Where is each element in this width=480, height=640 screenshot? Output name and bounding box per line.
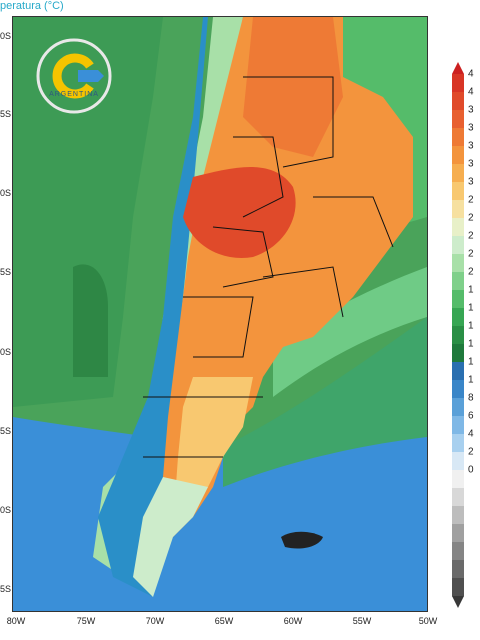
colorbar-tick-label: 2 bbox=[468, 194, 474, 206]
lat-label: 0S bbox=[0, 188, 12, 198]
colorbar-swatch bbox=[452, 128, 464, 147]
lon-label: 70W bbox=[145, 616, 165, 626]
colorbar-swatch bbox=[452, 470, 464, 489]
lon-label: 55W bbox=[352, 616, 372, 626]
ocean-light-green bbox=[273, 267, 427, 397]
colorbar-bottom-arrow bbox=[452, 596, 464, 608]
colorbar-swatch bbox=[452, 272, 464, 291]
colorbar-swatch bbox=[452, 110, 464, 129]
colorbar-swatch bbox=[452, 200, 464, 219]
colorbar-swatch bbox=[452, 362, 464, 381]
colorbar-swatch bbox=[452, 164, 464, 183]
colorbar-top-arrow bbox=[452, 62, 464, 74]
colorbar-tick-label: 1 bbox=[468, 302, 474, 314]
colorbar-tick-label: 4 bbox=[468, 86, 474, 98]
colorbar-swatch bbox=[452, 182, 464, 201]
colorbar-swatch bbox=[452, 74, 464, 93]
province-borders bbox=[143, 76, 394, 458]
colorbar-swatch bbox=[452, 506, 464, 525]
lat-label: 5S bbox=[0, 267, 12, 277]
lon-label: 65W bbox=[214, 616, 234, 626]
colorbar-swatch bbox=[452, 326, 464, 345]
colorbar-swatch bbox=[452, 398, 464, 417]
temperature-map bbox=[12, 16, 428, 612]
patagonia-south bbox=[133, 477, 208, 597]
colorbar-tick-label: 8 bbox=[468, 392, 474, 404]
falkland-islands bbox=[281, 531, 323, 549]
andes-cold bbox=[98, 17, 208, 597]
pacific-green bbox=[13, 17, 163, 407]
colorbar-swatch bbox=[452, 560, 464, 579]
colorbar-swatch bbox=[452, 542, 464, 561]
colorbar-tick-label: 2 bbox=[468, 446, 474, 458]
colorbar-swatch bbox=[452, 146, 464, 165]
colorbar-swatch bbox=[452, 578, 464, 597]
argentina-hot bbox=[183, 167, 296, 258]
lon-label: 80W bbox=[6, 616, 26, 626]
colorbar-swatch bbox=[452, 308, 464, 327]
colorbar-swatch bbox=[452, 254, 464, 273]
colorbar-tick-label: 2 bbox=[468, 230, 474, 242]
colorbar-tick-label: 4 bbox=[468, 428, 474, 440]
colorbar-swatch bbox=[452, 218, 464, 237]
colorbar-tick-label: 1 bbox=[468, 320, 474, 332]
colorbar-swatch bbox=[452, 92, 464, 111]
pacific-dark bbox=[73, 264, 108, 377]
lat-label: 5S bbox=[0, 426, 12, 436]
colorbar-tick-label: 3 bbox=[468, 140, 474, 152]
map-title: peratura (°C) bbox=[0, 0, 64, 12]
colorbar-swatch bbox=[452, 452, 464, 471]
colorbar-tick-label: 1 bbox=[468, 374, 474, 386]
colorbar-tick-label: 6 bbox=[468, 410, 474, 422]
colorbar-swatch bbox=[452, 434, 464, 453]
lon-label: 60W bbox=[283, 616, 303, 626]
temperature-colorbar bbox=[452, 62, 464, 608]
argentina-orange bbox=[243, 17, 343, 157]
ocean-mid bbox=[223, 317, 427, 487]
logo-text: ARGENTINA bbox=[49, 91, 99, 98]
lat-label: 0S bbox=[0, 505, 12, 515]
colorbar-tick-label: 3 bbox=[468, 158, 474, 170]
colorbar-tick-label: 1 bbox=[468, 338, 474, 350]
colorbar-tick-label: 0 bbox=[468, 464, 474, 476]
lat-label: 0S bbox=[0, 347, 12, 357]
colorbar-tick-label: 2 bbox=[468, 248, 474, 260]
colorbar-swatch bbox=[452, 290, 464, 309]
colorbar-tick-label: 3 bbox=[468, 122, 474, 134]
colorbar-swatch bbox=[452, 524, 464, 543]
lat-label: 5S bbox=[0, 584, 12, 594]
colorbar-tick-label: 2 bbox=[468, 212, 474, 224]
colorbar-tick-label: 1 bbox=[468, 356, 474, 368]
lat-label: 5S bbox=[0, 109, 12, 119]
colorbar-tick-label: 3 bbox=[468, 104, 474, 116]
colorbar-swatch bbox=[452, 416, 464, 435]
colorbar-swatch bbox=[452, 488, 464, 507]
colorbar-swatch bbox=[452, 236, 464, 255]
argentina-weather-service-logo-icon bbox=[36, 38, 112, 114]
colorbar-swatch bbox=[452, 380, 464, 399]
colorbar-tick-label: 1 bbox=[468, 284, 474, 296]
colorbar-tick-label: 2 bbox=[468, 266, 474, 278]
lon-label: 75W bbox=[76, 616, 96, 626]
colorbar-tick-label: 4 bbox=[468, 68, 474, 80]
colorbar-tick-label: 3 bbox=[468, 176, 474, 188]
lon-label: 50W bbox=[418, 616, 438, 626]
colorbar-swatch bbox=[452, 344, 464, 363]
lat-label: 0S bbox=[0, 31, 12, 41]
